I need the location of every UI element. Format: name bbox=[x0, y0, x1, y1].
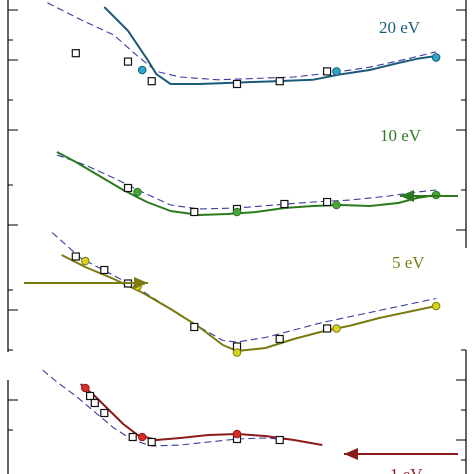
series-layer bbox=[42, 2, 437, 447]
square-marker bbox=[190, 322, 199, 332]
arrow-head bbox=[400, 190, 414, 202]
panel-label-5ev: 5 eV bbox=[392, 253, 425, 272]
circle-marker bbox=[431, 301, 441, 311]
dashed-curve-panel-3 bbox=[42, 369, 323, 447]
circle-marker bbox=[232, 207, 242, 217]
square-marker bbox=[280, 199, 289, 209]
square-marker bbox=[71, 49, 80, 58]
arrow-layer bbox=[24, 190, 458, 460]
marker-layer bbox=[71, 49, 441, 447]
panel-label-20ev: 20 eV bbox=[379, 18, 421, 37]
square-marker bbox=[232, 79, 242, 89]
circle-marker bbox=[133, 187, 142, 197]
dashed-curve-panel-1 bbox=[56, 154, 437, 210]
square-marker bbox=[323, 324, 332, 333]
solid-curve-panel-3 bbox=[79, 383, 323, 446]
panel-label-10ev: 10 eV bbox=[380, 126, 422, 145]
square-marker bbox=[323, 67, 332, 76]
panel-label-1ev: 1 eV bbox=[390, 465, 423, 474]
square-marker bbox=[275, 334, 284, 344]
circle-marker bbox=[137, 65, 147, 75]
square-marker bbox=[90, 398, 99, 408]
square-marker bbox=[275, 77, 284, 86]
arrow-head bbox=[134, 277, 148, 289]
circle-marker bbox=[81, 383, 90, 393]
circle-marker bbox=[332, 200, 341, 210]
solid-curve-panel-2 bbox=[61, 254, 437, 352]
circle-marker bbox=[332, 324, 341, 333]
square-marker bbox=[275, 435, 284, 445]
circle-marker bbox=[81, 256, 90, 266]
square-marker bbox=[71, 252, 80, 261]
arrow-head bbox=[344, 448, 358, 460]
label-layer: 20 eV 10 eV 5 eV 1 eV bbox=[379, 18, 425, 474]
axes-frame bbox=[7, 0, 467, 474]
circle-marker bbox=[232, 348, 242, 357]
square-marker bbox=[190, 207, 199, 217]
dashed-curve-panel-2 bbox=[51, 232, 437, 343]
circle-marker bbox=[332, 67, 341, 76]
square-marker bbox=[85, 391, 95, 401]
circle-marker bbox=[431, 53, 441, 62]
solid-curve-panel-1 bbox=[56, 151, 437, 216]
square-marker bbox=[100, 408, 109, 418]
square-marker bbox=[147, 437, 156, 447]
square-marker bbox=[323, 197, 332, 207]
square-marker bbox=[128, 432, 137, 442]
circle-marker bbox=[137, 432, 147, 442]
square-marker bbox=[100, 265, 109, 275]
square-marker bbox=[123, 183, 133, 193]
square-marker bbox=[123, 57, 133, 66]
dashed-curve-panel-0 bbox=[47, 2, 437, 81]
circle-marker bbox=[232, 429, 242, 439]
solid-curve-panel-0 bbox=[103, 6, 437, 85]
square-marker bbox=[147, 77, 156, 86]
